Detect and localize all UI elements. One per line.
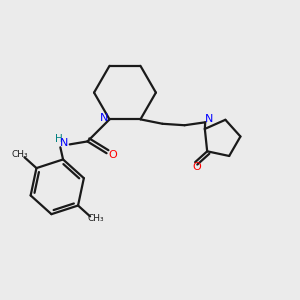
Text: O: O [192,162,201,172]
Text: N: N [60,138,69,148]
Text: CH₃: CH₃ [12,150,28,159]
Text: N: N [99,113,108,123]
Text: H: H [55,134,62,144]
Text: CH₃: CH₃ [88,214,104,223]
Text: O: O [108,150,117,160]
Text: N: N [205,114,214,124]
